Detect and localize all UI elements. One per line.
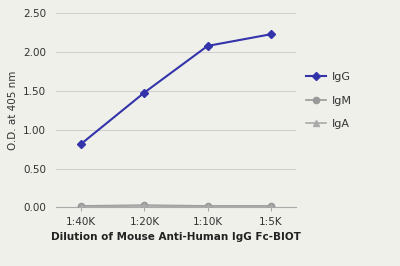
- IgA: [268, 205, 273, 208]
- IgA: [79, 205, 84, 208]
- IgG: [79, 142, 84, 146]
- IgA: [142, 204, 147, 207]
- IgA: [205, 205, 210, 208]
- IgM: [205, 204, 210, 207]
- Y-axis label: O.D. at 405 nm: O.D. at 405 nm: [8, 71, 18, 150]
- X-axis label: Dilution of Mouse Anti-Human IgG Fc-BIOT: Dilution of Mouse Anti-Human IgG Fc-BIOT: [51, 232, 301, 242]
- Legend: IgG, IgM, IgA: IgG, IgM, IgA: [306, 72, 352, 129]
- Line: IgM: IgM: [78, 202, 274, 209]
- IgG: [142, 91, 147, 94]
- IgG: [268, 33, 273, 36]
- Line: IgG: IgG: [78, 31, 274, 147]
- IgM: [79, 204, 84, 207]
- Line: IgA: IgA: [78, 203, 274, 210]
- IgM: [142, 203, 147, 207]
- IgM: [268, 204, 273, 207]
- IgG: [205, 44, 210, 48]
